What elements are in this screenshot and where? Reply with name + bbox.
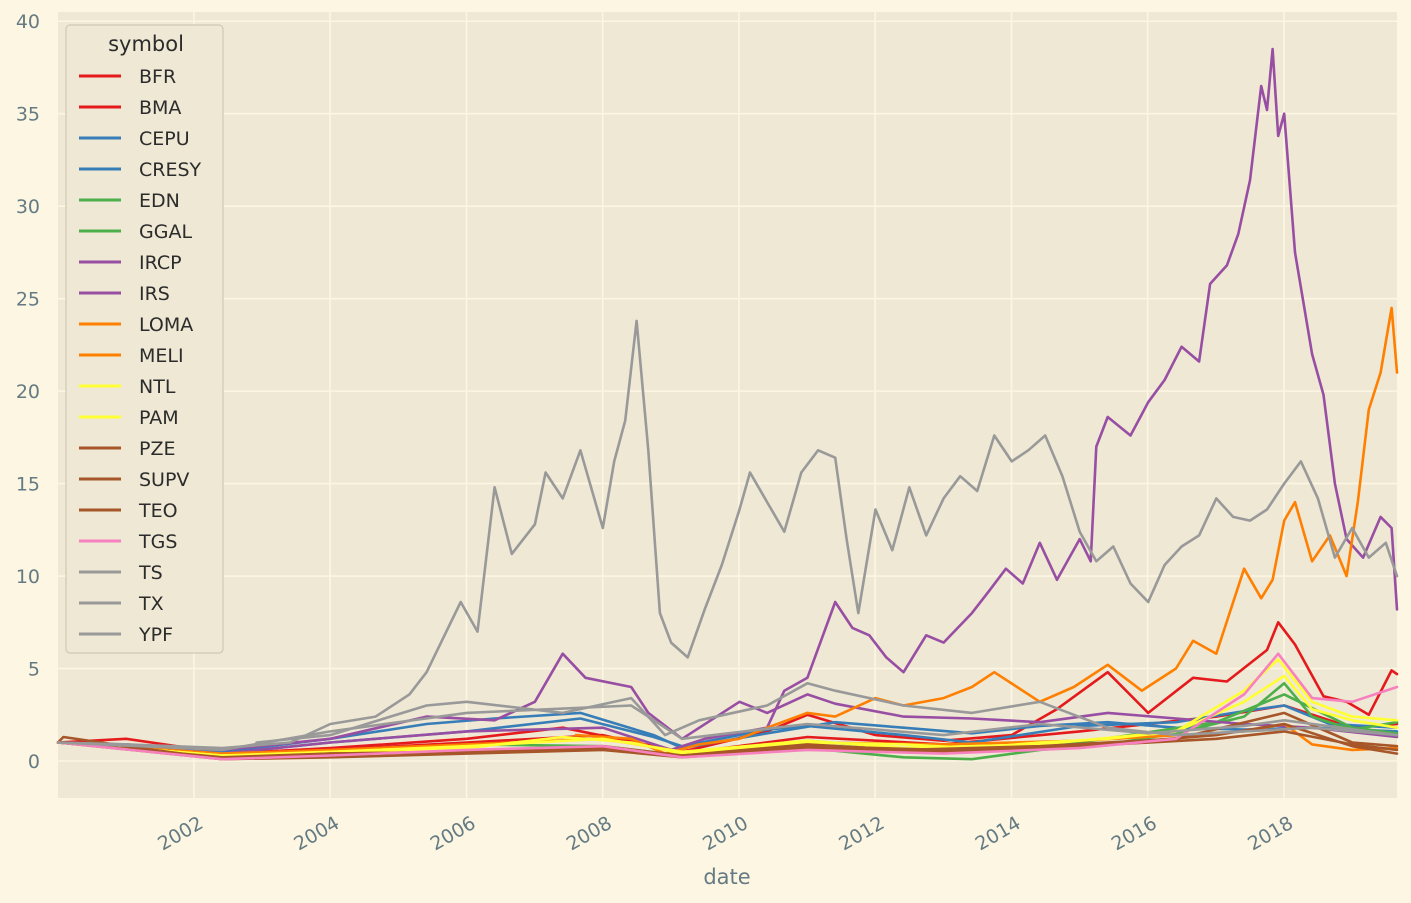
legend-entry-supv: SUPV bbox=[79, 469, 189, 491]
legend-entry-tgs: TGS bbox=[79, 531, 177, 553]
legend-label: TGS bbox=[138, 531, 177, 553]
series-line-ts bbox=[255, 682, 1399, 744]
legend-label: IRS bbox=[139, 283, 170, 305]
legend-label: PZE bbox=[139, 438, 175, 460]
legend-entry-ircp: IRCP bbox=[79, 252, 182, 274]
legend-label: IRCP bbox=[139, 252, 182, 274]
legend-items: BFR BMA CEPU CRESY EDN GGAL IRCP IRS LOMA MELI NTL… bbox=[79, 66, 202, 646]
legend-label: TX bbox=[138, 593, 164, 615]
y-tick-label: 20 bbox=[16, 381, 40, 403]
series-line-irs bbox=[56, 47, 1399, 755]
series-line-tx bbox=[56, 704, 1399, 752]
legend-entry-teo: TEO bbox=[79, 500, 178, 522]
legend-entry-ts: TS bbox=[79, 562, 163, 584]
series-line-meli bbox=[574, 306, 1399, 755]
legend-label: CRESY bbox=[139, 159, 202, 181]
series-line-ypf bbox=[56, 319, 1399, 750]
legend-label: CEPU bbox=[139, 128, 190, 150]
legend-entry-pze: PZE bbox=[79, 438, 175, 460]
legend-title: symbol bbox=[108, 32, 184, 56]
y-tick-label: 0 bbox=[28, 751, 40, 773]
legend-entry-ntl: NTL bbox=[79, 376, 176, 398]
series-line-tgs bbox=[56, 652, 1399, 761]
legend-entry-meli: MELI bbox=[79, 345, 184, 367]
legend-box bbox=[65, 24, 224, 654]
legend-label: BMA bbox=[139, 97, 181, 119]
y-tick-label: 35 bbox=[16, 104, 40, 126]
legend-entry-edn: EDN bbox=[79, 190, 180, 212]
legend-entry-ypf: YPF bbox=[79, 624, 173, 646]
legend-entry-tx: TX bbox=[79, 593, 164, 615]
x-axis-label: date bbox=[703, 865, 750, 889]
legend-label: EDN bbox=[139, 190, 180, 212]
legend-label: MELI bbox=[139, 345, 184, 367]
plot-area bbox=[58, 12, 1397, 798]
y-tick-label: 25 bbox=[16, 289, 40, 311]
legend-entry-cresy: CRESY bbox=[79, 159, 202, 181]
legend-label: GGAL bbox=[139, 221, 192, 243]
series-line-ircp bbox=[56, 652, 1399, 752]
legend-label: TEO bbox=[138, 500, 178, 522]
legend-entry-bfr: BFR bbox=[79, 66, 176, 88]
legend-label: TS bbox=[138, 562, 163, 584]
y-tick-label: 5 bbox=[28, 659, 40, 681]
y-axis: 0 5 10 15 20 25 30 35 40 bbox=[16, 11, 40, 773]
y-tick-label: 10 bbox=[16, 566, 40, 588]
series-line-teo bbox=[56, 730, 1399, 761]
y-tick-label: 30 bbox=[16, 196, 40, 218]
legend-entry-irs: IRS bbox=[79, 283, 170, 305]
legend-label: LOMA bbox=[139, 314, 193, 336]
legend: symbol BFR BMA CEPU CRESY EDN GGAL IRCP IRS LOMA… bbox=[65, 24, 224, 654]
legend-entry-cepu: CEPU bbox=[79, 128, 190, 150]
legend-label: BFR bbox=[139, 66, 176, 88]
legend-entry-loma: LOMA bbox=[79, 314, 193, 336]
legend-label: PAM bbox=[139, 407, 179, 429]
legend-entry-bma: BMA bbox=[79, 97, 181, 119]
legend-entry-pam: PAM bbox=[79, 407, 179, 429]
series-lines bbox=[56, 47, 1399, 761]
series-line-supv bbox=[56, 722, 1399, 761]
legend-label: NTL bbox=[139, 376, 176, 398]
y-tick-label: 15 bbox=[16, 474, 40, 496]
y-tick-label: 40 bbox=[16, 11, 40, 33]
legend-entry-ggal: GGAL bbox=[79, 221, 192, 243]
legend-label: SUPV bbox=[139, 469, 189, 491]
legend-label: YPF bbox=[138, 624, 173, 646]
